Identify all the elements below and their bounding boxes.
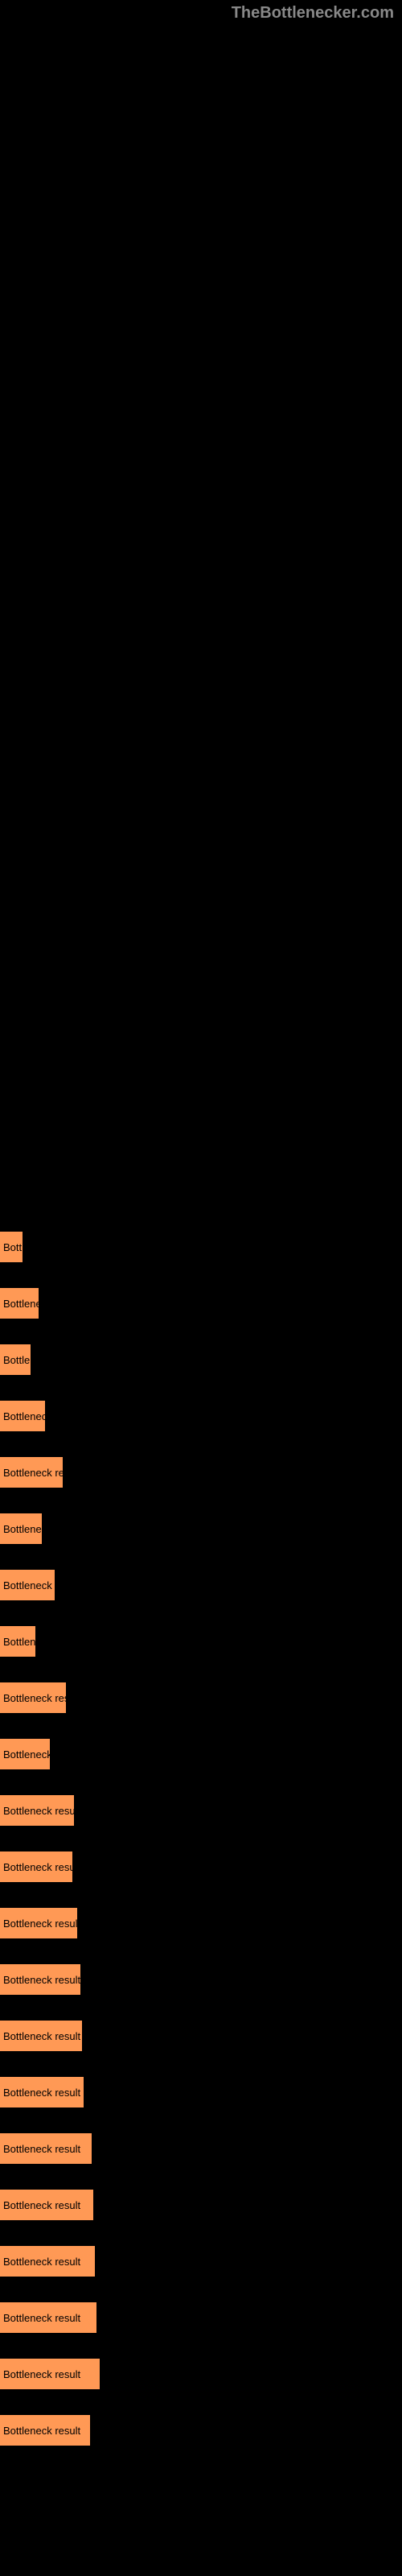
- bar-row: Bottlene: [0, 1626, 402, 1657]
- bar-7: Bottlene: [0, 1626, 35, 1657]
- bar-label: Bottle: [3, 1354, 30, 1366]
- bar-label: Bottlene: [3, 1636, 35, 1648]
- bar-label: Bottleneck result: [3, 1918, 77, 1930]
- bar-label: Bottleneck res: [3, 1692, 66, 1704]
- bar-label: Bott: [3, 1241, 22, 1253]
- bar-label: Bottleneck result: [3, 2030, 80, 2042]
- bar-8: Bottleneck res: [0, 1682, 66, 1713]
- bar-row: Bottleneck: [0, 1739, 402, 1769]
- bar-row: Bottle: [0, 1344, 402, 1375]
- bar-label: Bottleneck: [3, 1748, 50, 1761]
- bar-label: Bottleneck result f: [3, 1805, 74, 1817]
- bar-label: Bottleneck result: [3, 2368, 80, 2380]
- bar-row: Bottleneck result: [0, 2359, 402, 2389]
- bar-0: Bott: [0, 1232, 23, 1262]
- bar-row: Bottleneck result: [0, 2077, 402, 2107]
- bar-label: Bottleneck result: [3, 2199, 80, 2211]
- bar-row: Bottleneck res: [0, 1682, 402, 1713]
- bar-10: Bottleneck result f: [0, 1795, 74, 1826]
- bar-label: Bottleneck result: [3, 2256, 80, 2268]
- bar-6: Bottleneck r: [0, 1570, 55, 1600]
- bar-row: Bottleneck result: [0, 2133, 402, 2164]
- bar-13: Bottleneck result: [0, 1964, 80, 1995]
- bar-row: Bottleneck: [0, 1513, 402, 1544]
- bar-14: Bottleneck result: [0, 2021, 82, 2051]
- bar-row: Bott: [0, 1232, 402, 1262]
- bar-1: Bottleneck: [0, 1288, 39, 1319]
- bar-label: Bottleneck result: [3, 1974, 80, 1986]
- bar-label: Bottleneck: [3, 1410, 45, 1422]
- bar-label: Bottleneck result: [3, 2087, 80, 2099]
- bar-row: Bottleneck: [0, 1401, 402, 1431]
- bar-row: Bottleneck re: [0, 1457, 402, 1488]
- bar-row: Bottleneck result f: [0, 1795, 402, 1826]
- bar-16: Bottleneck result: [0, 2133, 92, 2164]
- bar-row: Bottleneck result: [0, 2190, 402, 2220]
- watermark-text: TheBottlenecker.com: [232, 4, 394, 23]
- bar-row: Bottleneck result: [0, 2415, 402, 2446]
- bar-row: Bottleneck result: [0, 1908, 402, 1938]
- bar-row: Bottleneck result: [0, 2302, 402, 2333]
- bar-chart: Bott Bottleneck Bottle Bottleneck Bottle…: [0, 0, 402, 2446]
- bar-19: Bottleneck result: [0, 2302, 96, 2333]
- bar-label: Bottleneck result: [3, 2425, 80, 2437]
- bar-label: Bottleneck result: [3, 2312, 80, 2324]
- bar-21: Bottleneck result: [0, 2415, 90, 2446]
- bar-4: Bottleneck re: [0, 1457, 63, 1488]
- bar-5: Bottleneck: [0, 1513, 42, 1544]
- bar-3: Bottleneck: [0, 1401, 45, 1431]
- bar-2: Bottle: [0, 1344, 31, 1375]
- bar-row: Bottleneck result: [0, 1852, 402, 1882]
- bar-15: Bottleneck result: [0, 2077, 84, 2107]
- bar-row: Bottleneck r: [0, 1570, 402, 1600]
- bar-9: Bottleneck: [0, 1739, 50, 1769]
- bar-row: Bottleneck result: [0, 2021, 402, 2051]
- bar-11: Bottleneck result: [0, 1852, 72, 1882]
- bar-label: Bottleneck result: [3, 1861, 72, 1873]
- bar-label: Bottleneck r: [3, 1579, 55, 1591]
- bar-row: Bottleneck: [0, 1288, 402, 1319]
- bar-row: Bottleneck result: [0, 1964, 402, 1995]
- bar-row: Bottleneck result: [0, 2246, 402, 2277]
- bar-17: Bottleneck result: [0, 2190, 93, 2220]
- bar-label: Bottleneck re: [3, 1467, 63, 1479]
- bar-18: Bottleneck result: [0, 2246, 95, 2277]
- bar-label: Bottleneck: [3, 1298, 39, 1310]
- bar-label: Bottleneck: [3, 1523, 42, 1535]
- bar-label: Bottleneck result: [3, 2143, 80, 2155]
- bar-12: Bottleneck result: [0, 1908, 77, 1938]
- bar-20: Bottleneck result: [0, 2359, 100, 2389]
